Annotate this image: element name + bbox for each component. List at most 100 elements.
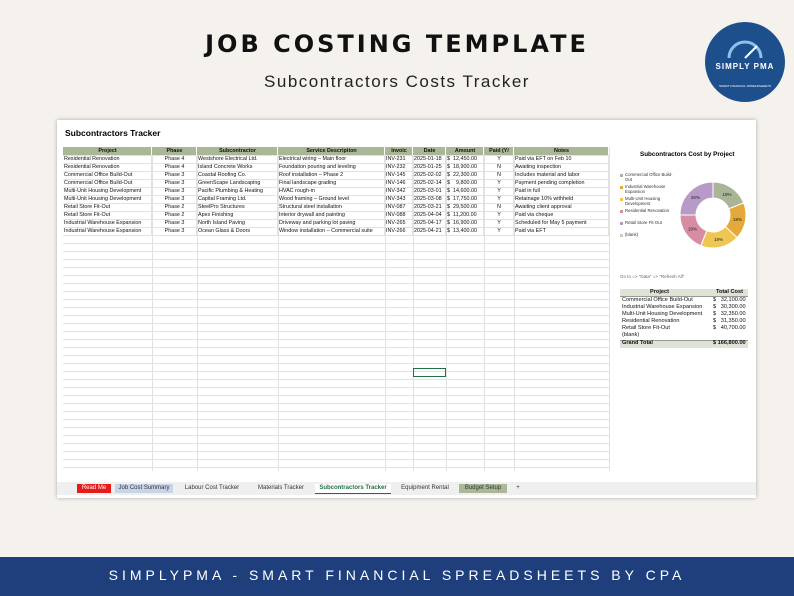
donut-slice <box>679 181 714 216</box>
sheet-tab[interactable]: Materials Tracker <box>257 485 304 491</box>
table-cell: Residential Renovation <box>63 163 152 171</box>
table-cell: $ 9,800.00 <box>446 179 484 187</box>
table-cell: Window installation – Commercial suite <box>278 227 385 235</box>
table-cell: Coastal Roofing Co. <box>197 171 278 179</box>
table-cell: Y <box>484 227 514 235</box>
table-cell: 2025-03-01 <box>413 187 446 195</box>
selected-cell[interactable] <box>413 368 446 377</box>
table-cell: Y <box>484 219 514 227</box>
logo-gauge <box>727 40 763 59</box>
table-cell: INV-087 <box>385 203 413 211</box>
column-header: Amount <box>446 147 484 155</box>
sheet-tabs: Read Me Job Cost Summary Labour Cost Track… <box>57 482 756 495</box>
legend-swatch <box>620 222 623 225</box>
table-cell: Awaiting inspection <box>514 163 609 171</box>
pivot-total-bg <box>620 340 748 348</box>
column-header: Service Description <box>278 147 385 155</box>
table-cell: HVAC rough-in <box>278 187 385 195</box>
pivot-header: Project <box>650 289 669 295</box>
chart-title: Subcontractors Cost by Project <box>640 151 735 158</box>
table-cell: Roof installation – Phase 2 <box>278 171 385 179</box>
column-header: Invoic <box>385 147 413 155</box>
table-cell: INV-265 <box>385 219 413 227</box>
table-cell: Phase 3 <box>152 171 197 179</box>
table-cell: Apex Finishing <box>197 211 278 219</box>
table-cell: 2025-04-17 <box>413 219 446 227</box>
column-line <box>278 147 279 471</box>
column-line <box>514 147 515 471</box>
table-cell: Retainage 10% withheld <box>514 195 609 203</box>
title: JOB COSTING TEMPLATE <box>205 30 589 58</box>
sheet-tab[interactable]: Budget Setup <box>459 484 507 493</box>
table-cell: Final landscape grading <box>278 179 385 187</box>
sheet-tab[interactable]: Subcontractors Tracker <box>315 484 391 494</box>
table-cell: Retail Store Fit-Out <box>63 211 152 219</box>
table-cell: Electrical wiring – Main floor <box>278 155 385 163</box>
table-cell: Commercial Office Build-Out <box>63 171 152 179</box>
table-cell: $ 17,750.00 <box>446 195 484 203</box>
grid <box>63 147 610 471</box>
slice-label: 18% <box>733 217 742 222</box>
table-cell: Ocean Glass & Doors <box>197 227 278 235</box>
table-cell: Y <box>484 155 514 163</box>
table-cell: Residential Renovation <box>63 155 152 163</box>
table-cell: 2025-03-21 <box>413 203 446 211</box>
table-cell: 2025-01-18 <box>413 155 446 163</box>
sheet-tab[interactable]: + <box>516 485 520 491</box>
table-cell: Island Concrete Works <box>197 163 278 171</box>
pivot-table: Project Total Cost Commercial Office Build… <box>620 289 748 359</box>
table-cell: N <box>484 171 514 179</box>
table-cell: INV-145 <box>385 171 413 179</box>
subtitle: Subcontractors Costs Tracker <box>264 72 530 91</box>
pivot-cell: Residential Renovation <box>622 318 680 324</box>
sheet-tab[interactable]: Labour Cost Tracker <box>184 485 240 491</box>
table-cell: Wood framing – Ground level <box>278 195 385 203</box>
column-line <box>484 147 485 471</box>
table-cell: Includes material and labor <box>514 171 609 179</box>
table-cell: Phase 3 <box>152 195 197 203</box>
column-header: Paid (Y/ <box>484 147 514 155</box>
legend-entry: Industrial Warehouse Expansion <box>625 184 666 194</box>
pivot-cell: (blank) <box>622 332 640 338</box>
table-cell: Retail Store Fit-Out <box>63 203 152 211</box>
table-cell: $ 18,900.00 <box>446 163 484 171</box>
table-cell: Structural steel installation <box>278 203 385 211</box>
sheet-tab[interactable]: Job Cost Summary <box>115 484 173 493</box>
column-line <box>609 147 610 471</box>
pivot-cell: $ 40,700.00 <box>713 325 746 331</box>
table-cell: $ 11,200.00 <box>446 211 484 219</box>
table-cell: Pacific Plumbing & Heating <box>197 187 278 195</box>
legend-swatch <box>620 198 623 201</box>
table-cell: Payment pending completion <box>514 179 609 187</box>
pivot-header-bg <box>620 289 748 297</box>
sheet-title: Subcontractors Tracker <box>65 128 161 138</box>
column-header: Subcontractor <box>197 147 278 155</box>
table-cell: SteelPro Structures <box>197 203 278 211</box>
table-cell: INV-232 <box>385 163 413 171</box>
table-cell: 2025-02-02 <box>413 171 446 179</box>
pivot-cell: Multi-Unit Housing Development <box>622 311 703 317</box>
legend-swatch <box>620 186 623 189</box>
logo: SIMPLY PMA SMART FINANCIAL SPREADSHEETS <box>705 22 785 102</box>
table-cell: INV-343 <box>385 195 413 203</box>
sheet-tab[interactable]: Equipment Rental <box>401 485 449 491</box>
slice-label: 25% <box>691 195 700 200</box>
column-line <box>152 147 153 471</box>
table-cell: Phase 4 <box>152 163 197 171</box>
pivot-cell: $ 32,350.00 <box>713 311 746 317</box>
legend-entry: Commercial Office Build-Out <box>625 172 673 182</box>
table-cell: Interior drywall and painting <box>278 211 385 219</box>
sheet-tab[interactable]: Read Me <box>77 484 111 493</box>
table-cell: Foundation pouring and leveling <box>278 163 385 171</box>
table-cell: Phase 2 <box>152 203 197 211</box>
legend-swatch <box>620 174 623 177</box>
table-cell: $ 16,900.00 <box>446 219 484 227</box>
column-header: Project <box>63 147 152 155</box>
pivot-total: Grand Total <box>622 340 653 346</box>
footer: SIMPLYPMA - SMART FINANCIAL SPREADSHEETS… <box>0 557 794 596</box>
table-cell: Multi-Unit Housing Development <box>63 187 152 195</box>
slice-label: 19% <box>688 227 697 232</box>
table-cell: N <box>484 203 514 211</box>
pivot-cell: $ 30,300.00 <box>713 304 746 310</box>
